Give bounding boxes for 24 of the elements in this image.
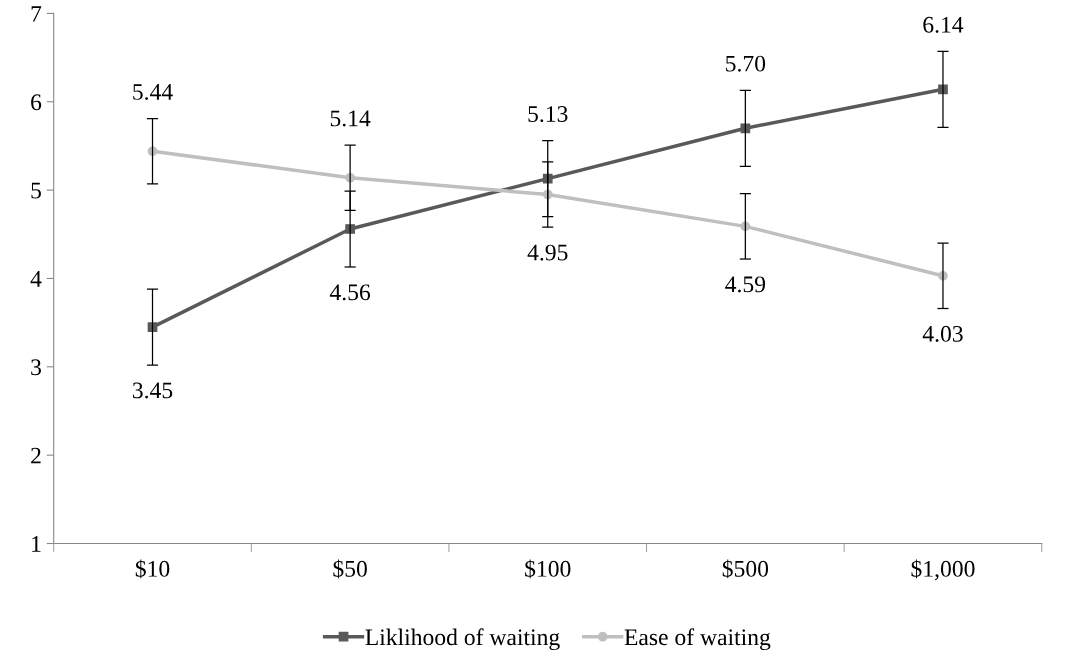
x-tick-label: $1,000 (911, 559, 975, 581)
data-label: 3.45 (132, 382, 173, 399)
data-label: 4.03 (922, 325, 963, 342)
y-tick-label: 4 (30, 271, 42, 287)
x-tick-label: $10 (135, 559, 170, 579)
y-tick-label: 6 (31, 94, 42, 111)
data-label: 5.44 (133, 84, 173, 100)
data-label: 4.59 (725, 276, 766, 293)
y-tick-label: 7 (31, 6, 42, 22)
data-label: 5.70 (726, 55, 766, 72)
y-tick-label: 1 (32, 536, 41, 552)
y-tick-label: 3 (31, 359, 41, 376)
data-label: 5.13 (528, 106, 568, 123)
data-label: 4.95 (527, 244, 568, 261)
y-tick-label: 5 (31, 182, 41, 199)
y-tick-label: 2 (31, 447, 41, 464)
x-tick-label: $50 (333, 559, 367, 579)
x-tick-label: $500 (722, 559, 769, 579)
x-tick-label: $100 (525, 559, 571, 579)
data-label: 6.14 (923, 16, 964, 33)
legend-label: Liklihood of waiting (365, 628, 560, 651)
legend-label: Ease of waiting (624, 628, 771, 651)
data-label: 4.56 (329, 284, 371, 301)
data-label: 5.14 (330, 110, 371, 127)
